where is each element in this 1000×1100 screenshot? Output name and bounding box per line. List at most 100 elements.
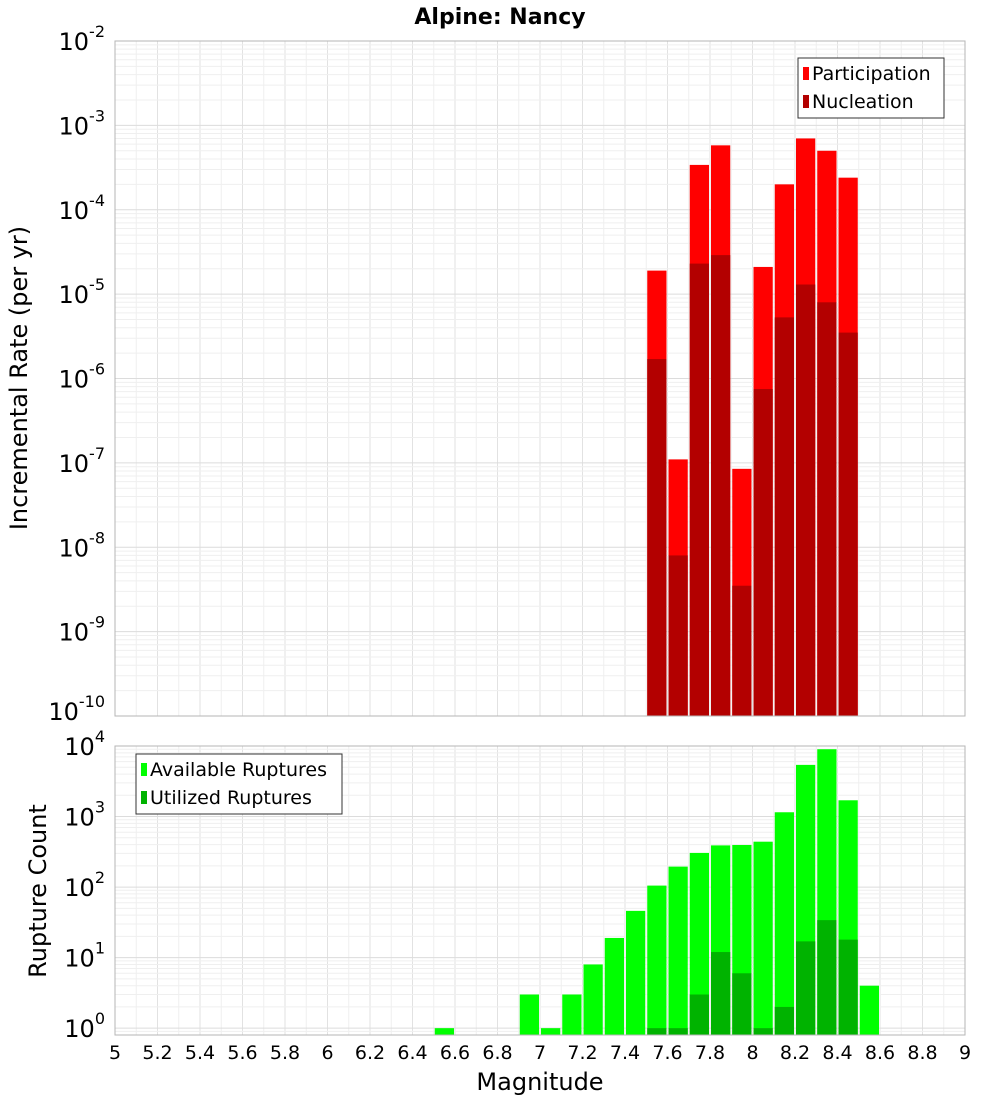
y-tick-base: 10 bbox=[59, 366, 90, 394]
y-tick-base: 10 bbox=[59, 281, 90, 309]
bar-primary bbox=[668, 866, 688, 1035]
y-tick-exponent: -4 bbox=[89, 191, 105, 210]
bar-secondary bbox=[711, 255, 731, 716]
y-tick-exponent: -6 bbox=[89, 360, 105, 379]
y-tick-exponent: -5 bbox=[89, 275, 105, 294]
bar-secondary bbox=[668, 1028, 688, 1035]
bar-primary bbox=[774, 812, 794, 1035]
y-tick-base: 10 bbox=[59, 28, 90, 56]
y-tick-exponent: -7 bbox=[89, 444, 105, 463]
bar-primary bbox=[562, 994, 582, 1035]
y-tick-label: 10-6 bbox=[59, 360, 106, 394]
y-tick-base: 10 bbox=[64, 874, 95, 902]
y-tick-exponent: 0 bbox=[95, 1009, 105, 1028]
bar-secondary bbox=[689, 994, 709, 1035]
bar-secondary bbox=[732, 585, 752, 716]
bar-primary bbox=[434, 1028, 454, 1035]
x-tick-label: 6.4 bbox=[397, 1042, 427, 1064]
x-tick-label: 6.8 bbox=[482, 1042, 512, 1064]
x-tick-label: 6 bbox=[321, 1042, 333, 1064]
x-tick-label: 7 bbox=[534, 1042, 546, 1064]
y-tick-base: 10 bbox=[59, 534, 90, 562]
bar-primary bbox=[541, 1028, 561, 1035]
x-axis-ticks: 5 5.2 5.4 5.6 5.8 6 6.2 6.4 6.6 6.8 7 7.2 7.4 7.6 7.8 8… bbox=[109, 1042, 971, 1064]
bar-secondary bbox=[647, 1028, 667, 1035]
rate-plot-bars bbox=[647, 138, 858, 717]
bar-secondary bbox=[753, 389, 773, 716]
legend-swatch bbox=[803, 67, 809, 80]
bar-secondary bbox=[689, 263, 709, 716]
x-tick-label: 7.8 bbox=[695, 1042, 725, 1064]
count-plot-y-axis-label: Rupture Count bbox=[24, 804, 52, 978]
x-axis-label: Magnitude bbox=[476, 1068, 603, 1096]
y-tick-label: 102 bbox=[64, 868, 105, 902]
x-tick-label: 7.2 bbox=[567, 1042, 597, 1064]
bar-secondary bbox=[817, 920, 837, 1035]
y-tick-base: 10 bbox=[64, 1015, 95, 1043]
y-tick-label: 10-9 bbox=[59, 613, 106, 647]
bar-primary bbox=[647, 885, 667, 1035]
rate-plot-grid bbox=[114, 40, 966, 717]
y-tick-label: 104 bbox=[64, 727, 105, 761]
x-tick-label: 7.4 bbox=[610, 1042, 640, 1064]
bar-secondary bbox=[732, 973, 752, 1035]
y-tick-base: 10 bbox=[59, 619, 90, 647]
y-tick-exponent: -10 bbox=[79, 692, 105, 711]
legend-swatch bbox=[141, 763, 147, 776]
x-tick-label: 5.6 bbox=[227, 1042, 257, 1064]
y-tick-base: 10 bbox=[64, 945, 95, 973]
bar-primary bbox=[689, 852, 709, 1035]
y-tick-label: 100 bbox=[64, 1009, 105, 1043]
y-tick-label: 10-2 bbox=[59, 22, 106, 56]
y-tick-exponent: -8 bbox=[89, 528, 105, 547]
x-tick-label: 8.2 bbox=[780, 1042, 810, 1064]
legend-label: Nucleation bbox=[812, 91, 914, 113]
bar-primary bbox=[604, 937, 624, 1035]
count-plot-bars bbox=[434, 749, 879, 1035]
bar-secondary bbox=[796, 941, 816, 1035]
bar-secondary bbox=[838, 332, 858, 716]
bar-secondary bbox=[647, 359, 667, 716]
y-tick-exponent: -9 bbox=[89, 613, 105, 632]
y-tick-exponent: 4 bbox=[95, 727, 105, 746]
legend-label: Available Ruptures bbox=[150, 759, 327, 781]
y-tick-base: 10 bbox=[59, 197, 90, 225]
rate-plot-frame bbox=[114, 40, 966, 717]
bar-primary bbox=[519, 994, 539, 1035]
x-tick-label: 8.8 bbox=[907, 1042, 937, 1064]
bar-secondary bbox=[711, 952, 731, 1035]
y-tick-base: 10 bbox=[48, 698, 79, 726]
y-tick-exponent: 3 bbox=[95, 798, 105, 817]
rate-plot-legend: Participation Nucleation bbox=[797, 57, 945, 119]
y-tick-base: 10 bbox=[64, 804, 95, 832]
bar-secondary bbox=[753, 1028, 773, 1035]
y-tick-base: 10 bbox=[59, 112, 90, 140]
bar-primary bbox=[626, 910, 646, 1035]
legend-swatch bbox=[141, 791, 147, 804]
count-plot-frame bbox=[114, 745, 966, 1036]
x-tick-label: 8.4 bbox=[822, 1042, 852, 1064]
chart-title: Alpine: Nancy bbox=[414, 5, 585, 30]
x-tick-label: 7.6 bbox=[652, 1042, 682, 1064]
y-tick-base: 10 bbox=[64, 733, 95, 761]
x-tick-label: 6.6 bbox=[440, 1042, 470, 1064]
rate-plot-y-axis-label: Incremental Rate (per yr) bbox=[5, 226, 33, 530]
count-plot-legend: Available Ruptures Utilized Ruptures bbox=[135, 753, 343, 815]
y-tick-label: 10-4 bbox=[59, 191, 106, 225]
y-tick-label: 10-10 bbox=[48, 692, 105, 726]
bar-secondary bbox=[796, 284, 816, 716]
legend-label: Participation bbox=[812, 63, 931, 85]
x-tick-label: 5 bbox=[109, 1042, 121, 1064]
y-tick-base: 10 bbox=[59, 450, 90, 478]
legend-box bbox=[135, 753, 343, 815]
bar-primary bbox=[753, 841, 773, 1035]
x-tick-label: 8 bbox=[746, 1042, 758, 1064]
x-tick-label: 5.2 bbox=[142, 1042, 172, 1064]
x-tick-label: 9 bbox=[959, 1042, 971, 1064]
y-tick-label: 103 bbox=[64, 798, 105, 832]
